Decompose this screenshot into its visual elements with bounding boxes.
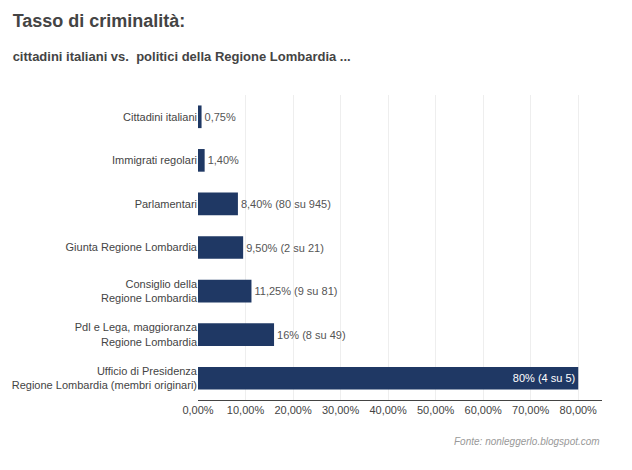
- svg-text:9,50% (2 su 21): 9,50% (2 su 21): [246, 242, 324, 254]
- svg-text:Cittadini italiani: Cittadini italiani: [123, 111, 197, 123]
- svg-text:8,40% (80 su 945): 8,40% (80 su 945): [241, 198, 331, 210]
- svg-text:80,00%: 80,00%: [560, 404, 598, 416]
- svg-text:16% (8 su 49): 16% (8 su 49): [277, 329, 345, 341]
- svg-text:50,00%: 50,00%: [417, 404, 455, 416]
- svg-text:40,00%: 40,00%: [369, 404, 407, 416]
- svg-text:30,00%: 30,00%: [322, 404, 360, 416]
- svg-text:Ufficio di PresidenzaRegione L: Ufficio di PresidenzaRegione Lombardia (…: [12, 365, 198, 391]
- svg-text:80% (4 su 5): 80% (4 su 5): [513, 372, 575, 384]
- svg-text:0,00%: 0,00%: [182, 404, 213, 416]
- svg-text:11,25% (9 su 81): 11,25% (9 su 81): [254, 285, 337, 297]
- svg-text:Consiglio dellaRegione Lombard: Consiglio dellaRegione Lombardia: [101, 278, 198, 304]
- svg-text:Tasso di criminalità:: Tasso di criminalità:: [13, 11, 186, 31]
- svg-text:Giunta Regione Lombardia: Giunta Regione Lombardia: [66, 241, 198, 253]
- svg-text:70,00%: 70,00%: [512, 404, 550, 416]
- svg-text:Pdl e Lega, maggioranzaRegione: Pdl e Lega, maggioranzaRegione Lombardia: [75, 321, 198, 347]
- svg-text:20,00%: 20,00%: [274, 404, 312, 416]
- svg-text:60,00%: 60,00%: [465, 404, 503, 416]
- svg-text:0,75%: 0,75%: [205, 111, 236, 123]
- svg-text:Fonte: nonleggerlo.blogspot.co: Fonte: nonleggerlo.blogspot.com: [454, 436, 600, 447]
- svg-text:10,00%: 10,00%: [227, 404, 265, 416]
- svg-text:Parlamentari: Parlamentari: [135, 198, 197, 210]
- svg-text:cittadini italiani vs. politi: cittadini italiani vs. politici della Re…: [13, 49, 351, 64]
- svg-text:Immigrati regolari: Immigrati regolari: [112, 154, 197, 166]
- svg-text:1,40%: 1,40%: [208, 154, 239, 166]
